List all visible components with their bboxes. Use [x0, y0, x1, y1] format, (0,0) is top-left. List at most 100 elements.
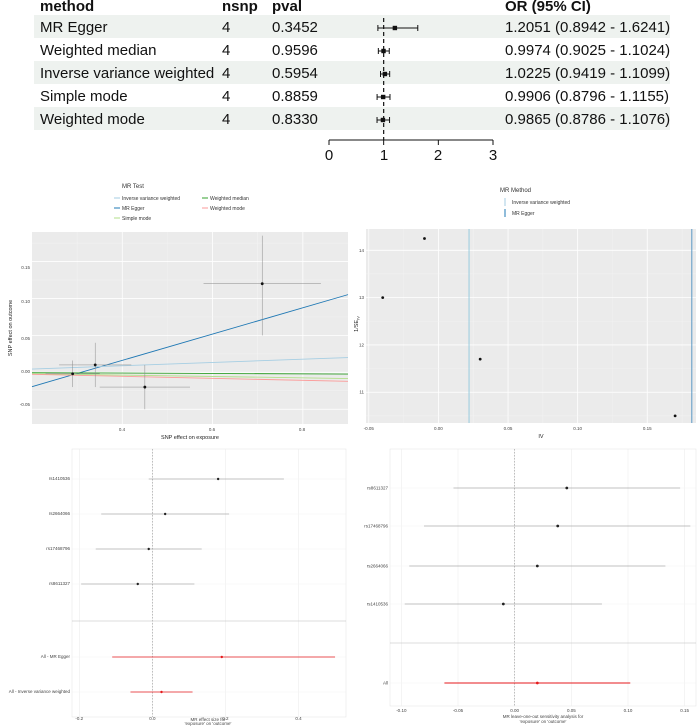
data-point — [71, 372, 75, 376]
row-stripe-2 — [34, 61, 670, 84]
data-point — [143, 385, 147, 389]
point-estimate — [501, 602, 505, 606]
point-estimate — [216, 477, 220, 481]
point-estimate — [381, 48, 386, 54]
plot-panel — [366, 229, 696, 423]
x-tick-label: 0.6 — [209, 427, 216, 432]
y-tick-label: 0.10 — [21, 299, 30, 304]
plot-panel — [32, 232, 348, 424]
y-tick-label: -0.05 — [20, 402, 31, 407]
y-axis-title-main: 1/SE — [354, 320, 360, 332]
y-axis-title: 1/SEIV — [354, 316, 361, 332]
y-axis-title-sub: IV — [356, 316, 361, 320]
axis-ticks: rs1410536 rs2664066 rs17468796 rs8611327 All… — [9, 476, 302, 721]
cell-nsnp: 4 — [222, 19, 230, 36]
table-row: Weighted mode 4 0.8330 0.9865 (0.8786 - … — [40, 111, 670, 128]
point-estimate — [136, 582, 139, 586]
legend-label: Weighted mode — [210, 206, 245, 212]
x-axis-title: IV — [538, 434, 544, 440]
x-tick-label: 0.10 — [624, 708, 633, 713]
x-tick-label: 0.2 — [222, 716, 229, 721]
row-label: rs17468796 — [46, 546, 70, 551]
y-tick-label: 13 — [359, 295, 365, 300]
x-tick-label: 0.00 — [434, 426, 443, 431]
mr-single-snp-forest-plot: rs1410536 rs2664066 rs17468796 rs8611327 All… — [9, 448, 347, 726]
cell-method: Simple mode — [40, 88, 128, 105]
point-estimate — [163, 512, 167, 516]
regression-line — [31, 372, 349, 375]
point-estimate — [556, 524, 560, 528]
x-tick-label: 0.05 — [504, 426, 513, 431]
cell-method: Weighted mode — [40, 111, 145, 128]
legend-label: MR Egger — [122, 206, 145, 212]
legend-item: MR Egger — [114, 206, 145, 212]
forest-tick-label: 3 — [489, 147, 497, 164]
table-row: Weighted median 4 0.9596 0.9974 (0.9025 … — [40, 42, 670, 59]
cell-or-ci: 0.9906 (0.8796 - 1.1155) — [505, 88, 669, 105]
legend-label: Weighted median — [210, 196, 249, 202]
x-tick-label: 0.10 — [573, 426, 582, 431]
x-tick-label: 0.4 — [119, 427, 126, 432]
cell-pval: 0.8330 — [272, 111, 318, 128]
regression-line — [31, 373, 349, 380]
cell-method: MR Egger — [40, 19, 108, 36]
x-tick-label: 0.8 — [299, 427, 306, 432]
x-axis-title-line2: 'exposure' on 'outcome' — [520, 719, 567, 724]
data-point — [260, 282, 264, 286]
x-axis-title-line2: 'exposure' on 'outcome' — [185, 721, 232, 726]
x-tick-label: 0.05 — [567, 708, 576, 713]
row-label: rs8611327 — [367, 485, 388, 490]
cell-pval: 0.9596 — [272, 42, 318, 59]
legend-item: Weighted median — [202, 196, 249, 202]
point-estimate — [382, 71, 388, 77]
plot-panel — [389, 448, 697, 707]
x-tick-label: 0.15 — [643, 426, 652, 431]
y-tick-label: 0.00 — [21, 369, 30, 374]
table-row: MR Egger 4 0.3452 1.2051 (0.8942 - 1.624… — [40, 19, 670, 36]
row-label: rs1410536 — [367, 601, 389, 606]
legend-title: MR Test — [122, 184, 144, 190]
data-point — [423, 237, 426, 240]
row-label: rs1410536 — [49, 476, 71, 481]
point-estimate — [535, 564, 539, 568]
data-point — [673, 414, 677, 418]
forest-plot — [328, 18, 494, 145]
y-tick-label: 14 — [359, 248, 365, 253]
grid — [366, 229, 696, 423]
y-axis-title: SNP effect on outcome — [8, 300, 14, 356]
cell-nsnp: 4 — [222, 88, 230, 105]
row-stripe-4 — [34, 107, 670, 130]
col-header-or: OR (95% CI) — [505, 0, 591, 15]
regression-line — [31, 373, 349, 382]
point-estimate — [160, 690, 163, 694]
table-row: Inverse variance weighted 4 0.5954 1.022… — [40, 65, 670, 82]
y-tick-label: 0.05 — [21, 336, 30, 341]
regression-line — [31, 357, 349, 370]
forest-tick-label: 2 — [434, 147, 442, 164]
legend-label: Simple mode — [122, 216, 151, 222]
row-label: rs2664066 — [367, 563, 389, 568]
cell-pval: 0.8859 — [272, 88, 318, 105]
y-tick-label: 12 — [359, 342, 365, 347]
legend-label: MR Egger — [512, 211, 535, 217]
row-label: rs17468796 — [364, 523, 388, 528]
grid — [32, 232, 348, 424]
mr-funnel-plot: MR Method Inverse variance weighted MR E… — [354, 188, 696, 440]
mr-results-table: method nsnp pval OR (95% CI) MR Egger 4 … — [34, 0, 670, 164]
cell-or-ci: 1.2051 (0.8942 - 1.6241) — [505, 19, 670, 36]
legend-item: MR Egger — [504, 209, 535, 217]
x-axis-title: MR effect size for — [191, 717, 226, 722]
row-label: All - Inverse variance weighted — [9, 689, 71, 694]
col-header-pval: pval — [272, 0, 302, 15]
row-label: rs2664066 — [49, 511, 71, 516]
x-tick-label: -0.2 — [75, 716, 83, 721]
point-estimate — [535, 681, 539, 685]
mr-leave-one-out-plot: rs8611327 rs17468796 rs2664066 rs1410536 All… — [364, 448, 697, 724]
point-estimate — [392, 25, 398, 31]
cell-pval: 0.3452 — [272, 19, 318, 36]
plot-marks — [381, 229, 693, 423]
plot-marks — [72, 449, 346, 717]
legend-item: Weighted mode — [202, 206, 245, 212]
regression-line — [31, 294, 349, 388]
legend-item: Inverse variance weighted — [114, 196, 180, 202]
